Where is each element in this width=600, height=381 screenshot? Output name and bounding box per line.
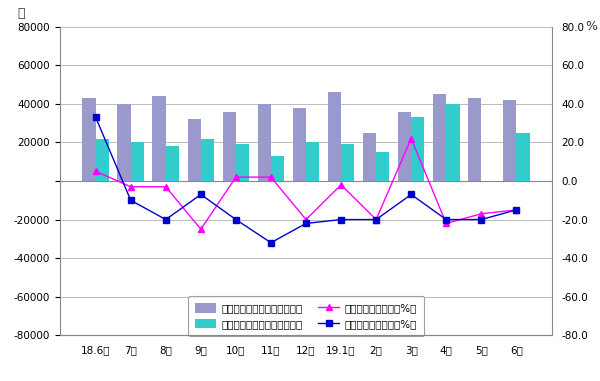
Bar <box>118 104 131 181</box>
金属切削机床同比（%） <box>373 217 380 222</box>
金属切削机床同比（%） <box>407 136 415 141</box>
金属成形机床同比（%） <box>197 192 205 197</box>
Bar <box>236 144 249 181</box>
Bar <box>293 108 306 181</box>
Bar <box>131 142 144 181</box>
Y-axis label: 台: 台 <box>17 8 25 21</box>
金属切削机床同比（%） <box>232 175 239 179</box>
Bar <box>306 142 319 181</box>
Bar <box>398 112 411 181</box>
Bar <box>468 98 481 181</box>
Bar <box>341 144 355 181</box>
Bar <box>188 119 201 181</box>
Y-axis label: %: % <box>586 21 598 34</box>
Bar <box>433 94 446 181</box>
Bar <box>271 156 284 181</box>
金属成形机床同比（%） <box>478 217 485 222</box>
金属成形机床同比（%） <box>302 221 310 226</box>
金属切削机床同比（%） <box>302 217 310 222</box>
Bar <box>82 98 95 181</box>
Bar <box>328 92 341 181</box>
Bar <box>446 104 460 181</box>
Bar <box>411 117 424 181</box>
Legend: 金属切削机床月度产量（台）, 金属成形机床月度产量（台）, 金属切削机床同比（%）, 金属成形机床同比（%）: 金属切削机床月度产量（台）, 金属成形机床月度产量（台）, 金属切削机床同比（%… <box>188 296 424 336</box>
Bar <box>376 152 389 181</box>
金属切削机床同比（%） <box>337 182 344 187</box>
金属成形机床同比（%） <box>443 217 450 222</box>
金属切削机床同比（%） <box>92 169 99 174</box>
金属切削机床同比（%） <box>513 208 520 212</box>
金属成形机床同比（%） <box>268 240 275 245</box>
金属成形机床同比（%） <box>513 208 520 212</box>
金属成形机床同比（%） <box>337 217 344 222</box>
金属成形机床同比（%） <box>407 192 415 197</box>
Bar <box>517 133 530 181</box>
金属成形机床同比（%） <box>162 217 169 222</box>
金属切削机床同比（%） <box>478 211 485 216</box>
金属成形机床同比（%） <box>92 115 99 120</box>
金属成形机床同比（%） <box>373 217 380 222</box>
金属切削机床同比（%） <box>127 184 134 189</box>
金属切削机床同比（%） <box>162 184 169 189</box>
金属切削机床同比（%） <box>197 227 205 232</box>
Line: 金属成形机床同比（%）: 金属成形机床同比（%） <box>93 115 519 245</box>
Line: 金属切削机床同比（%）: 金属切削机床同比（%） <box>93 136 519 232</box>
Bar <box>201 139 214 181</box>
Bar <box>95 139 109 181</box>
Bar <box>363 133 376 181</box>
Bar <box>503 100 517 181</box>
Bar <box>152 96 166 181</box>
金属切削机床同比（%） <box>443 221 450 226</box>
Bar <box>257 104 271 181</box>
金属成形机床同比（%） <box>127 198 134 203</box>
Bar <box>223 112 236 181</box>
金属切削机床同比（%） <box>268 175 275 179</box>
Bar <box>166 146 179 181</box>
金属成形机床同比（%） <box>232 217 239 222</box>
